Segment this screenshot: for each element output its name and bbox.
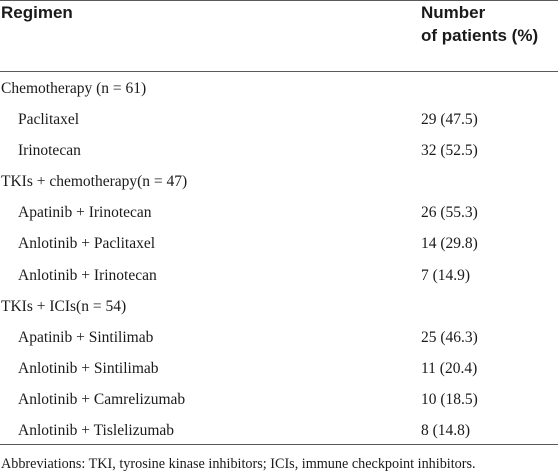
table-header-rule (0, 71, 558, 72)
patient-count: 14 (29.8) (421, 235, 478, 253)
table-row: Anlotinib + Paclitaxel 14 (29.8) (0, 234, 558, 265)
header-regimen: Regimen (1, 3, 73, 22)
table-body: Chemotherapy (n = 61) Paclitaxel 29 (47.5)… (0, 79, 558, 452)
group-label: TKIs + ICIs(n = 54) (1, 297, 127, 315)
table-row: Anlotinib + Camrelizumab 10 (18.5) (0, 390, 558, 421)
regimen-label: Anlotinib + Tislelizumab (18, 422, 175, 440)
table-row: Anlotinib + Tislelizumab 8 (14.8) (0, 421, 558, 452)
patient-count: 26 (55.3) (421, 204, 478, 222)
regimen-label: Anlotinib + Paclitaxel (18, 235, 156, 253)
table-row: Apatinib + Sintilimab 25 (46.3) (0, 328, 558, 359)
table-row: Irinotecan 32 (52.5) (0, 141, 558, 172)
patient-count: 7 (14.9) (421, 266, 471, 284)
regimen-label: Paclitaxel (18, 111, 80, 129)
patient-count: 25 (46.3) (421, 328, 478, 346)
regimen-label: Apatinib + Irinotecan (18, 204, 152, 222)
table-row: Paclitaxel 29 (47.5) (0, 110, 558, 141)
regimen-label: Apatinib + Sintilimab (18, 328, 154, 346)
table-top-rule (0, 0, 558, 1)
patient-count: 10 (18.5) (421, 390, 478, 408)
table-row: Apatinib + Irinotecan 26 (55.3) (0, 203, 558, 234)
table-row: Anlotinib + Irinotecan 7 (14.9) (0, 266, 558, 297)
patient-count: 8 (14.8) (421, 422, 471, 440)
regimen-label: Anlotinib + Sintilimab (18, 359, 159, 377)
patient-count: 32 (52.5) (421, 142, 478, 160)
header-number-line1: Number (421, 3, 486, 22)
regimen-label: Anlotinib + Camrelizumab (18, 390, 186, 408)
header-number-of-patients: Number of patients (%) (421, 3, 538, 46)
regimen-label: Anlotinib + Irinotecan (18, 266, 157, 284)
table-footnote: Abbreviations: TKI, tyrosine kinase inhi… (1, 456, 476, 472)
table-group-row: TKIs + ICIs(n = 54) (0, 297, 558, 328)
table-bottom-rule (0, 444, 558, 445)
patient-count: 11 (20.4) (421, 359, 478, 377)
table-group-row: Chemotherapy (n = 61) (0, 79, 558, 110)
regimen-label: Irinotecan (18, 142, 81, 160)
table-row: Anlotinib + Sintilimab 11 (20.4) (0, 359, 558, 390)
group-label: TKIs + chemotherapy(n = 47) (1, 173, 188, 191)
table-group-row: TKIs + chemotherapy(n = 47) (0, 172, 558, 203)
header-number-line2: of patients (%) (421, 26, 539, 45)
group-label: Chemotherapy (n = 61) (1, 80, 147, 97)
patient-count: 29 (47.5) (421, 111, 478, 129)
